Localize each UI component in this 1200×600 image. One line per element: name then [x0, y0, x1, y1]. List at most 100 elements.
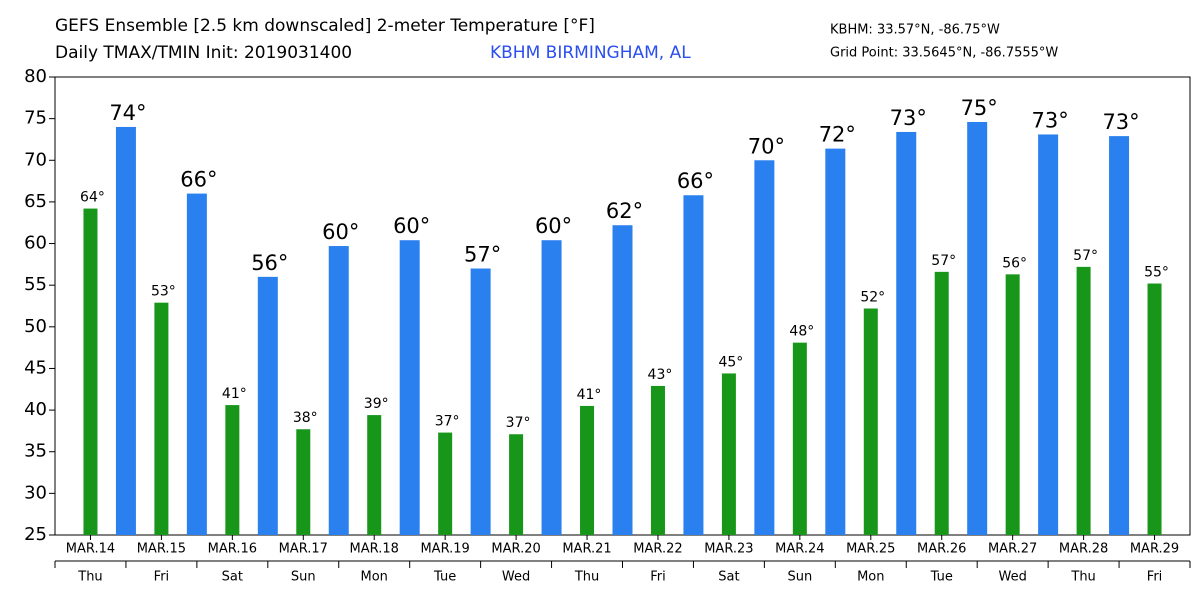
- value-label: 62°: [606, 199, 643, 223]
- weekday-label: Fri: [1147, 570, 1163, 585]
- bar: [225, 405, 240, 535]
- value-label: 48°: [789, 324, 814, 340]
- value-label: 43°: [648, 367, 673, 383]
- weekday-label: Mon: [857, 570, 884, 585]
- weekday-label: Wed: [998, 570, 1026, 585]
- value-label: 60°: [393, 214, 430, 238]
- weekday-label: Wed: [502, 570, 530, 585]
- value-label: 56°: [1002, 255, 1027, 271]
- bar: [296, 429, 311, 535]
- value-label: 75°: [961, 96, 998, 120]
- bar: [792, 342, 807, 535]
- value-label: 73°: [890, 106, 927, 130]
- value-label: 52°: [860, 289, 885, 305]
- x-tick-label: MAR.18: [350, 542, 399, 557]
- y-tick-label: 75: [24, 108, 47, 129]
- station-coords: KBHM: 33.57°N, -86.75°W: [830, 23, 1000, 38]
- bar: [1038, 134, 1059, 535]
- x-tick-label: MAR.17: [279, 542, 328, 557]
- value-label: 57°: [1073, 248, 1098, 264]
- value-label: 55°: [1144, 265, 1169, 281]
- weekday-label: Sun: [291, 570, 316, 585]
- bar: [967, 121, 988, 535]
- station-name: KBHM BIRMINGHAM, AL: [490, 43, 691, 63]
- bar: [115, 126, 136, 536]
- weekday-label: Mon: [361, 570, 388, 585]
- value-label: 64°: [80, 190, 105, 206]
- grid-point: Grid Point: 33.5645°N, -86.7555°W: [830, 46, 1058, 61]
- bar: [1005, 274, 1020, 535]
- value-label: 45°: [718, 354, 743, 370]
- bar: [580, 405, 595, 535]
- x-tick-label: MAR.24: [775, 542, 824, 557]
- bar: [896, 131, 917, 535]
- bar: [328, 246, 349, 535]
- value-label: 56°: [251, 251, 288, 275]
- weekday-label: Tue: [433, 570, 456, 585]
- weekday-label: Sat: [718, 570, 739, 585]
- y-tick-label: 50: [24, 316, 47, 337]
- bar: [1147, 283, 1162, 535]
- bar: [825, 148, 846, 535]
- weekday-label: Tue: [930, 570, 953, 585]
- bar: [754, 160, 775, 536]
- x-tick-label: MAR.25: [846, 542, 895, 557]
- y-tick-label: 25: [24, 524, 47, 545]
- value-label: 60°: [535, 214, 572, 238]
- y-tick-label: 65: [24, 191, 47, 212]
- x-tick-label: MAR.26: [917, 542, 966, 557]
- x-tick-label: MAR.16: [208, 542, 257, 557]
- chart-title: GEFS Ensemble [2.5 km downscaled] 2-mete…: [55, 16, 595, 36]
- value-label: 53°: [151, 284, 176, 300]
- value-label: 73°: [1102, 110, 1139, 134]
- weekday-label: Thu: [574, 570, 599, 585]
- bar: [1109, 136, 1130, 535]
- weekday-label: Fri: [650, 570, 666, 585]
- weekday-label: Sat: [222, 570, 243, 585]
- value-label: 74°: [109, 101, 146, 125]
- value-label: 37°: [506, 415, 531, 431]
- y-tick-label: 30: [24, 482, 47, 503]
- value-label: 66°: [180, 168, 217, 192]
- x-tick-label: MAR.20: [491, 542, 540, 557]
- value-label: 38°: [293, 410, 318, 426]
- x-tick-label: MAR.15: [137, 542, 186, 557]
- y-tick-label: 60: [24, 233, 47, 254]
- value-label: 37°: [435, 414, 460, 430]
- x-tick-label: MAR.23: [704, 542, 753, 557]
- bar: [438, 432, 453, 535]
- bar: [186, 193, 207, 535]
- value-label: 60°: [322, 220, 359, 244]
- x-tick-label: MAR.29: [1130, 542, 1179, 557]
- value-label: 41°: [577, 387, 602, 403]
- bar: [367, 415, 382, 535]
- x-tick-label: MAR.28: [1059, 542, 1108, 557]
- bar: [541, 240, 562, 535]
- value-label: 39°: [364, 396, 389, 412]
- y-tick-label: 40: [24, 399, 47, 420]
- bar: [257, 276, 278, 535]
- y-tick-label: 35: [24, 441, 47, 462]
- x-tick-label: MAR.14: [66, 542, 115, 557]
- value-label: 41°: [222, 386, 247, 402]
- x-tick-label: MAR.27: [988, 542, 1037, 557]
- x-tick-label: MAR.19: [420, 542, 469, 557]
- x-tick-label: MAR.22: [633, 542, 682, 557]
- bar: [83, 208, 98, 535]
- y-tick-label: 80: [24, 66, 47, 87]
- y-tick-label: 55: [24, 274, 47, 295]
- value-label: 57°: [464, 243, 501, 267]
- bar: [1076, 266, 1091, 535]
- chart-subtitle: Daily TMAX/TMIN Init: 2019031400: [55, 43, 352, 63]
- weekday-label: Thu: [77, 570, 102, 585]
- y-tick-label: 45: [24, 357, 47, 378]
- bar: [721, 373, 736, 535]
- weekday-label: Fri: [154, 570, 170, 585]
- weekday-label: Sun: [787, 570, 812, 585]
- y-tick-label: 70: [24, 149, 47, 170]
- bar: [154, 302, 169, 535]
- value-label: 70°: [748, 134, 785, 158]
- bar: [470, 268, 491, 535]
- value-label: 72°: [819, 123, 856, 147]
